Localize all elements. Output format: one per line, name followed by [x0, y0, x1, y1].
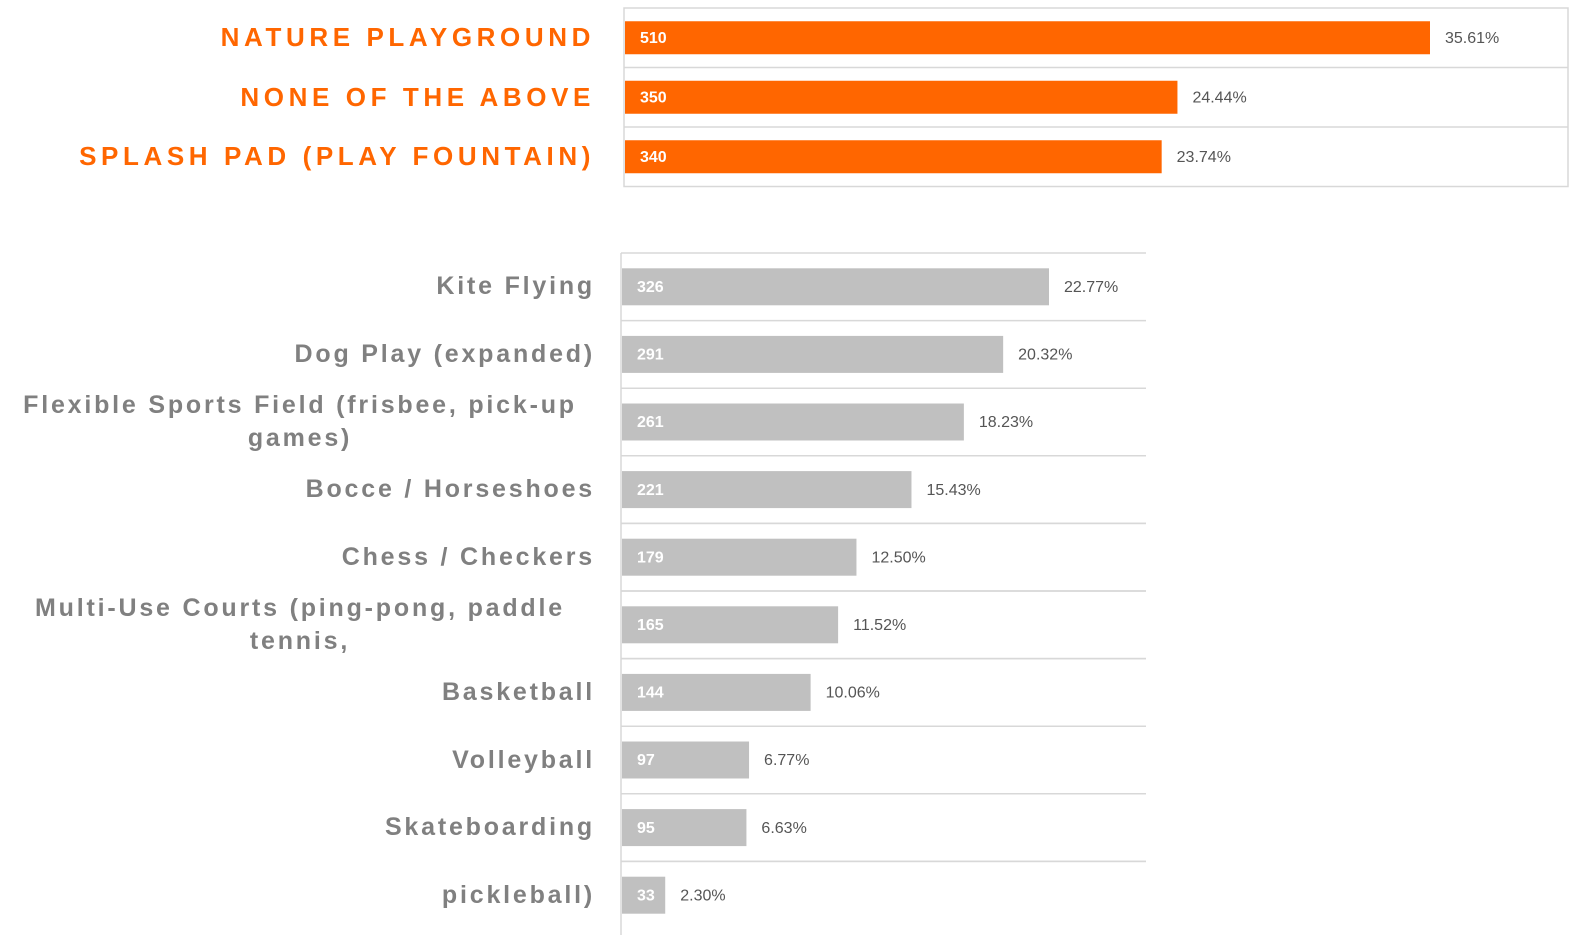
- percent-label: 35.61%: [1445, 30, 1499, 47]
- percent-label: 6.63%: [761, 820, 806, 837]
- category-label: NONE OF THE ABOVE: [240, 81, 595, 112]
- count-label: 510: [640, 30, 667, 47]
- category-label: SPLASH PAD (PLAY FOUNTAIN): [79, 141, 595, 172]
- percent-label: 10.06%: [826, 685, 880, 702]
- percent-label: 2.30%: [680, 887, 725, 904]
- count-label: 291: [637, 347, 664, 364]
- bar: [622, 403, 964, 441]
- count-label: 326: [637, 279, 664, 296]
- category-label: Multi-Use Courts (ping-pong, paddle tenn…: [35, 593, 565, 655]
- bar: [622, 809, 747, 847]
- percent-label: 24.44%: [1192, 89, 1246, 106]
- bar: [622, 538, 857, 576]
- percent-label: 11.52%: [853, 617, 906, 634]
- bar: [622, 606, 839, 644]
- bar: [625, 80, 1178, 114]
- category-label: NATURE PLAYGROUND: [220, 22, 595, 53]
- bar: [622, 876, 666, 914]
- category-label: Basketball: [441, 677, 595, 706]
- percent-label: 12.50%: [871, 549, 925, 566]
- category-label: pickleball): [441, 880, 595, 909]
- percent-label: 15.43%: [926, 482, 980, 499]
- bar: [625, 140, 1162, 174]
- category-label: Volleyball: [452, 745, 595, 774]
- bar: [622, 741, 750, 779]
- category-label: Kite Flying: [436, 272, 595, 301]
- category-label: Dog Play (expanded): [294, 339, 595, 368]
- category-label: Bocce / Horseshoes: [305, 475, 595, 504]
- count-label: 340: [640, 149, 667, 166]
- percent-label: 23.74%: [1177, 149, 1231, 166]
- percent-label: 18.23%: [979, 414, 1033, 431]
- count-label: 179: [637, 549, 664, 566]
- category-label: Flexible Sports Field (frisbee, pick-up …: [23, 391, 577, 452]
- count-label: 221: [637, 482, 664, 499]
- percent-label: 20.32%: [1018, 347, 1072, 364]
- bar: [622, 471, 912, 509]
- bar: [622, 335, 1004, 373]
- count-label: 350: [640, 89, 667, 106]
- count-label: 95: [637, 820, 655, 837]
- category-label: Skateboarding: [384, 813, 595, 842]
- percent-label: 22.77%: [1064, 279, 1118, 296]
- count-label: 33: [637, 887, 655, 904]
- bar: [622, 673, 811, 711]
- percent-label: 6.77%: [764, 752, 809, 769]
- count-label: 144: [637, 685, 664, 702]
- count-label: 261: [637, 414, 664, 431]
- bar: [622, 268, 1049, 306]
- bar: [625, 21, 1430, 55]
- category-label: Chess / Checkers: [341, 542, 595, 571]
- count-label: 165: [637, 617, 664, 634]
- count-label: 97: [637, 752, 655, 769]
- chart-frame: [623, 7, 1569, 188]
